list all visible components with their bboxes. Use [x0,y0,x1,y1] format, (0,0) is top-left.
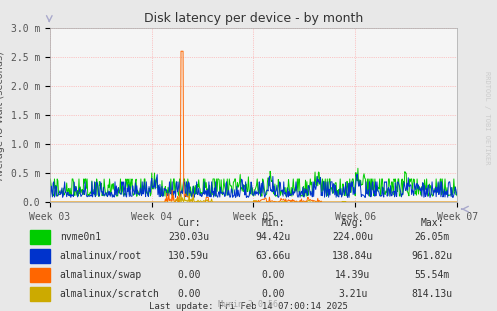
almalinux/scratch [178,192,184,196]
nvme0n1 [232,177,238,181]
almalinux/root [454,193,460,197]
Text: Max:: Max: [420,218,444,228]
Text: almalinux/swap: almalinux/swap [60,270,142,280]
Title: Disk latency per device - by month: Disk latency per device - by month [144,12,363,26]
almalinux/root [47,188,53,191]
almalinux/swap [152,200,158,204]
Text: nvme0n1: nvme0n1 [60,232,101,242]
nvme0n1 [119,190,125,194]
Bar [30,268,50,282]
almalinux/swap [320,200,326,204]
Text: 3.21u: 3.21u [338,289,368,299]
nvme0n1 [47,190,53,194]
Text: 63.66u: 63.66u [256,251,291,261]
almalinux/scratch [288,200,294,204]
almalinux/scratch [47,200,53,204]
almalinux/scratch [119,200,125,204]
Text: 26.05m: 26.05m [415,232,450,242]
Bar [30,248,50,263]
nvme0n1 [152,171,158,175]
almalinux/swap [288,200,294,203]
Text: 0.00: 0.00 [261,289,285,299]
almalinux/root [355,178,361,182]
almalinux/root [320,194,326,197]
nvme0n1 [288,194,294,197]
nvme0n1 [354,179,360,183]
Text: 94.42u: 94.42u [256,232,291,242]
Text: 0.00: 0.00 [177,270,201,280]
almalinux/swap [47,200,53,204]
Text: 0.00: 0.00 [261,270,285,280]
nvme0n1 [454,194,460,198]
almalinux/root [354,172,360,176]
almalinux/root [232,188,238,192]
Text: 961.82u: 961.82u [412,251,453,261]
nvme0n1 [320,177,326,181]
almalinux/root [288,192,294,196]
Text: Last update: Fri Feb 14 07:00:14 2025: Last update: Fri Feb 14 07:00:14 2025 [149,302,348,311]
Line: almalinux/root: almalinux/root [50,174,457,197]
Text: Munin 2.0.56: Munin 2.0.56 [219,300,278,309]
almalinux/root [119,180,125,184]
almalinux/scratch [320,200,326,204]
almalinux/swap [178,49,184,53]
Bar [30,230,50,244]
Text: Avg:: Avg: [341,218,365,228]
Y-axis label: Average IO Wait (seconds): Average IO Wait (seconds) [0,51,5,179]
Text: 230.03u: 230.03u [168,232,209,242]
nvme0n1 [188,194,194,198]
Text: 814.13u: 814.13u [412,289,453,299]
Text: 55.54m: 55.54m [415,270,450,280]
almalinux/scratch [454,200,460,204]
almalinux/swap [354,200,360,204]
Text: RRDTOOL / TOBI OETIKER: RRDTOOL / TOBI OETIKER [484,72,490,165]
almalinux/root [191,196,197,199]
Line: nvme0n1: nvme0n1 [50,168,457,196]
Text: 138.84u: 138.84u [332,251,373,261]
almalinux/scratch [354,200,360,204]
Bar [30,287,50,301]
almalinux/scratch [232,200,238,204]
Text: 0.00: 0.00 [177,289,201,299]
Text: 130.59u: 130.59u [168,251,209,261]
Text: Min:: Min: [261,218,285,228]
Text: almalinux/root: almalinux/root [60,251,142,261]
Line: almalinux/swap: almalinux/swap [50,51,457,202]
Text: 14.39u: 14.39u [335,270,370,280]
almalinux/swap [232,200,238,204]
Text: almalinux/scratch: almalinux/scratch [60,289,160,299]
almalinux/swap [119,200,125,204]
almalinux/root [152,178,158,182]
Text: Cur:: Cur: [177,218,201,228]
almalinux/scratch [152,200,158,204]
Line: almalinux/scratch: almalinux/scratch [50,194,457,202]
nvme0n1 [355,166,361,170]
Text: 224.00u: 224.00u [332,232,373,242]
almalinux/swap [454,200,460,204]
